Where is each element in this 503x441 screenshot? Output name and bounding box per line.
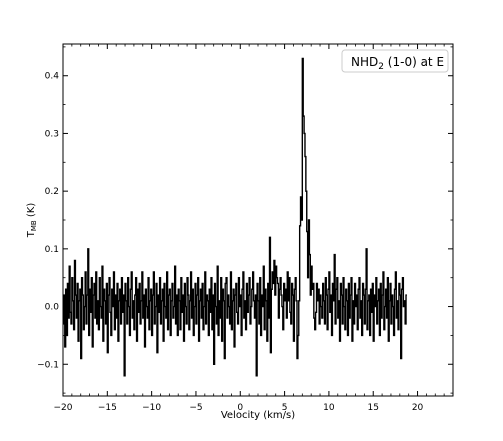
plot-frame [62,43,454,397]
y-tick-label: −0.1 [37,360,59,370]
x-tick-label: −5 [189,403,202,413]
x-tick-label: −15 [98,403,117,413]
y-tick-label: 0.4 [45,72,60,82]
x-axis-label: Velocity (km/s) [221,410,295,421]
legend-label: NHD2 (1-0) at E [351,55,444,72]
y-tick-label: 0.1 [45,245,59,255]
x-tick-label: 0 [237,403,243,413]
y-tick-label: 0.3 [45,129,59,139]
legend: NHD2 (1-0) at E [341,49,449,73]
tick-layer: −20 −15 −10 −5 0 5 10 15 20 −0.1 0.0 0.1 0.2 0.3 0.4 [37,44,454,413]
x-tick-label: −10 [142,403,161,413]
spectrum-line [63,57,407,377]
y-tick-label: 0.0 [45,303,60,313]
y-tick-label: 0.2 [45,187,59,197]
x-tick-label: 10 [323,403,335,413]
x-tick-label: 20 [412,403,424,413]
x-tick-label: 15 [368,403,379,413]
x-tick-label: −20 [54,403,73,413]
legend-box [341,49,449,73]
x-tick-label: 5 [282,403,288,413]
y-axis-label: TMB (K) [26,203,38,239]
